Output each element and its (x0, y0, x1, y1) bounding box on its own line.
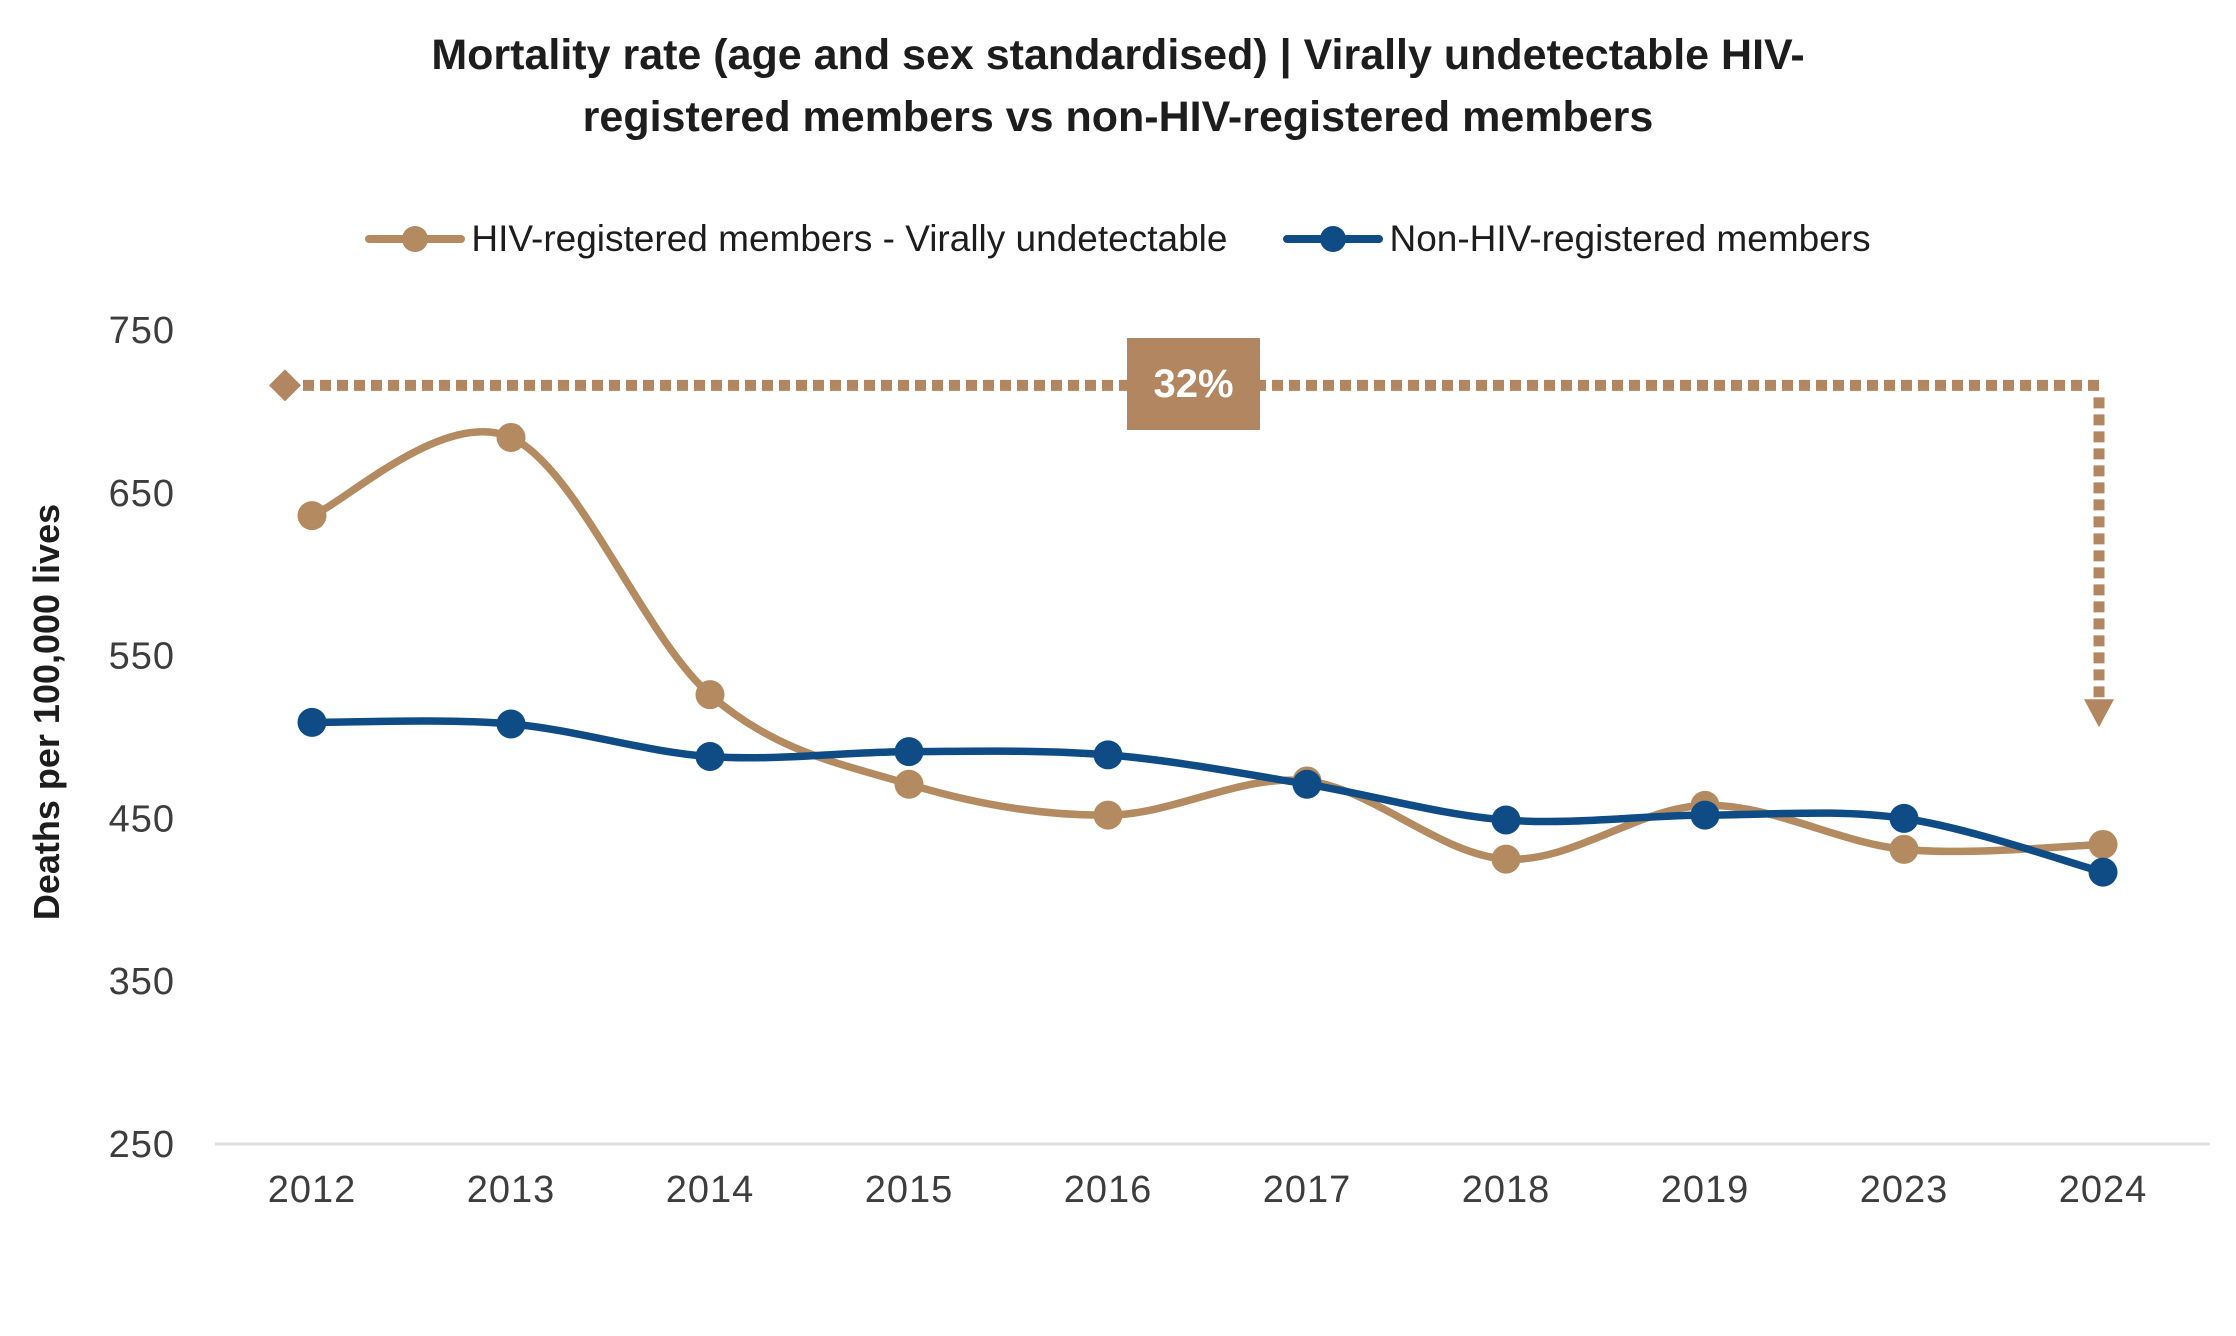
legend-marker-hiv-registered-icon (365, 224, 466, 254)
y-tick-label: 650 (109, 473, 175, 515)
chart-title-line2: registered members vs non-HIV-registered… (582, 93, 1654, 142)
series-1-data-point (297, 707, 327, 737)
series-1-data-point (2088, 857, 2118, 887)
legend-label-non-hiv-registered: Non-HIV-registered members (1389, 218, 1871, 259)
series-0-data-point (695, 680, 725, 710)
legend-marker-non-hiv-registered-icon (1283, 224, 1384, 254)
legend-dot-swatch (402, 226, 429, 252)
series-1-data-point (496, 709, 526, 739)
series-0-data-point (1093, 800, 1123, 830)
legend-item-hiv-registered: HIV-registered members - Virally undetec… (365, 218, 1227, 260)
series-0-data-point (1491, 844, 1521, 874)
x-tick-label: 2014 (666, 1169, 755, 1211)
series-0-data-point (297, 501, 327, 531)
x-tick-label: 2012 (268, 1169, 357, 1211)
chart-title: Mortality rate (age and sex standardised… (0, 24, 2236, 149)
legend: HIV-registered members - Virally undetec… (0, 218, 2236, 260)
legend-item-non-hiv-registered: Non-HIV-registered members (1283, 218, 1871, 260)
series-line-0 (308, 427, 2107, 863)
series-1-data-point (894, 737, 924, 767)
series-1-data-point (1093, 740, 1123, 770)
y-tick-label: 250 (109, 1124, 175, 1166)
annotation-label: 32% (1153, 361, 1234, 406)
legend-dot-swatch (1320, 226, 1347, 252)
series-1-data-point (1491, 805, 1521, 835)
x-tick-label: 2017 (1263, 1169, 1352, 1211)
series-0-data-point (894, 769, 924, 799)
series-1-data-point (1292, 769, 1322, 799)
x-tick-label: 2019 (1661, 1169, 1750, 1211)
x-tick-label: 2013 (467, 1169, 556, 1211)
chart-title-line1: Mortality rate (age and sex standardised… (431, 31, 1805, 79)
legend-label-hiv-registered: HIV-registered members - Virally undetec… (471, 218, 1228, 259)
annotation-arrowhead-icon (2084, 699, 2114, 728)
y-tick-label: 750 (109, 310, 175, 352)
series-line-1 (308, 717, 2107, 876)
series-0-data-point (496, 422, 526, 452)
x-tick-label: 2015 (865, 1169, 954, 1211)
series-0-data-point (1889, 834, 1919, 864)
series-1-data-point (1889, 803, 1919, 833)
series-1-data-point (695, 742, 725, 772)
x-tick-label: 2024 (2059, 1169, 2148, 1211)
x-tick-label: 2023 (1860, 1169, 1949, 1211)
series-0-data-point (2088, 829, 2118, 859)
annotation-diamond-icon (269, 369, 301, 402)
y-tick-label: 550 (109, 636, 175, 678)
y-tick-label: 450 (109, 798, 175, 840)
y-tick-label: 350 (109, 961, 175, 1003)
series-1-data-point (1690, 800, 1720, 830)
x-tick-label: 2016 (1064, 1169, 1153, 1211)
annotation-badge: 32% (1127, 338, 1260, 430)
x-tick-label: 2018 (1462, 1169, 1551, 1211)
